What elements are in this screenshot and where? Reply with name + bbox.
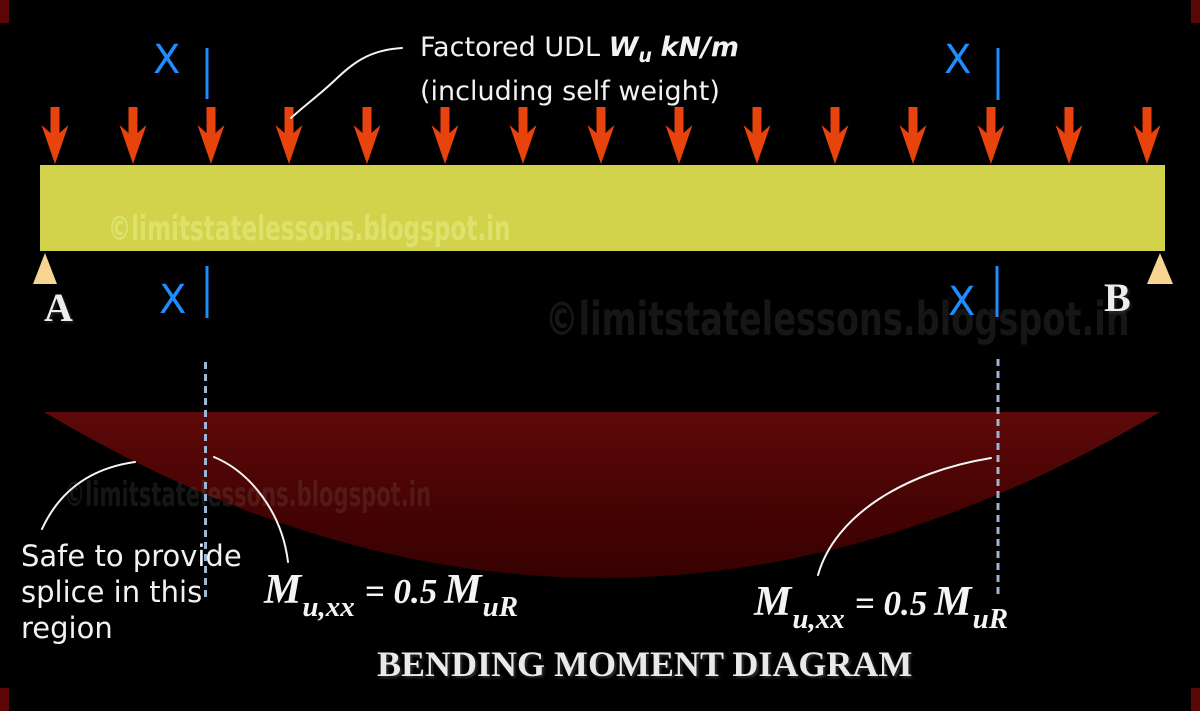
moment-equation-left: Mu,xx = 0.5 MuR [264, 566, 518, 624]
udl-arrow [275, 107, 303, 164]
corner-artifact [1191, 688, 1200, 711]
moment-leader-line-left [213, 456, 289, 563]
udl-arrow [353, 107, 381, 164]
udl-callout-line1: Factored UDL Wu kN/m [420, 30, 739, 74]
moment-subscript: u,xx [792, 603, 845, 635]
udl-arrow [977, 107, 1005, 164]
udl-arrow [665, 107, 693, 164]
section-mark-bottom-right: X [948, 279, 976, 325]
corner-artifact [1191, 0, 1200, 23]
moment-resistance-symbol: M [444, 567, 482, 613]
moment-leader-line-right [817, 457, 992, 576]
udl-arrow [821, 107, 849, 164]
moment-resistance-subscript: uR [972, 603, 1009, 635]
moment-symbol: M [264, 567, 302, 613]
moment-subscript: u,xx [302, 591, 355, 623]
support-label-b: B [1104, 275, 1131, 320]
udl-arrow [1055, 107, 1083, 164]
udl-load-symbol: W [608, 32, 639, 63]
udl-callout-prefix: Factored UDL [420, 32, 600, 63]
udl-arrow [509, 107, 537, 164]
udl-arrow [1133, 107, 1161, 164]
udl-leader-line [290, 47, 403, 119]
udl-load-symbol-subscript: u [638, 45, 652, 67]
udl-arrow [41, 107, 69, 164]
section-mark-top-left: X [153, 37, 181, 83]
splice-note-line2: splice in this [21, 575, 203, 609]
splice-note-line1: Safe to provide [21, 539, 242, 573]
splice-note-line3: region [21, 611, 113, 645]
moment-resistance-subscript: uR [482, 591, 519, 623]
moment-symbol: M [754, 579, 792, 625]
udl-arrow [587, 107, 615, 164]
section-mark-bottom-left: X [159, 277, 187, 323]
moment-resistance-symbol: M [934, 579, 972, 625]
udl-arrow [431, 107, 459, 164]
udl-arrow [899, 107, 927, 164]
corner-artifact [0, 0, 9, 23]
corner-artifact [0, 688, 9, 711]
pin-support-left [33, 253, 57, 284]
section-mark-top-right: X [944, 37, 972, 83]
udl-callout: Factored UDL Wu kN/m (including self wei… [420, 30, 739, 110]
pin-support-right [1147, 253, 1173, 284]
udl-arrow [197, 107, 225, 164]
support-label-a: A [44, 285, 73, 330]
udl-arrow [743, 107, 771, 164]
moment-equation-right: Mu,xx = 0.5 MuR [754, 578, 1008, 636]
udl-callout-line2: (including self weight) [420, 76, 720, 107]
bending-moment-parabola [44, 412, 1160, 578]
udl-units: kN/m [660, 32, 740, 63]
moment-equals: = 0.5 [854, 584, 928, 623]
udl-arrow [119, 107, 147, 164]
bmd-title: BENDING MOMENT DIAGRAM [377, 644, 913, 684]
splice-note: Safe to provide splice in this region [21, 538, 242, 646]
udl-arrows [41, 107, 1161, 164]
beam [40, 165, 1165, 251]
splice-leader-line [41, 461, 136, 530]
moment-equals: = 0.5 [364, 572, 438, 611]
